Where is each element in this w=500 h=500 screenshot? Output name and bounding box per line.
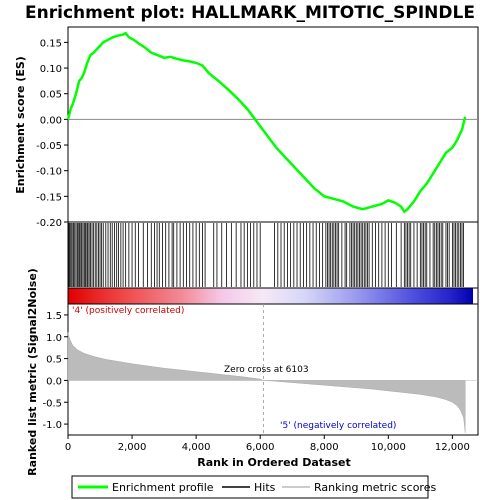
es-y-tick-label: 0.00 — [40, 115, 62, 126]
legend-hits-label: Hits — [254, 481, 276, 494]
es-panel: 0.15 0.10 0.05 0.00 -0.05 -0.10 -0.15 -0.20 Enr… — [14, 26, 479, 229]
es-profile-line — [66, 31, 467, 214]
metric-y-tick-label: 1.5 — [46, 311, 62, 322]
metric-x-tick-label: 8,000 — [310, 442, 339, 453]
metric-y-tick-label: 0.0 — [46, 376, 62, 387]
rank-colorbar — [67, 287, 479, 305]
metric-x-tick-label: 10,000 — [371, 442, 406, 453]
es-y-tick-label: 0.05 — [40, 90, 62, 101]
metric-x-tick-label: 4,000 — [182, 442, 211, 453]
es-y-tick-label: -0.15 — [36, 192, 62, 203]
metric-panel: 1.5 1.0 0.5 0.0 -0.5 -1.0 0 2,000 4,000 6,000 8,0… — [26, 268, 479, 476]
es-y-tick-label: 0.10 — [40, 64, 62, 75]
es-plot-frame — [67, 26, 479, 223]
metric-y-tick-label: 0.5 — [46, 355, 62, 366]
metric-y-label: Ranked list metric (Signal2Noise) — [26, 268, 39, 476]
metric-y-tick-label: -1.0 — [42, 420, 62, 431]
positive-correlation-label: '4' (positively correlated) — [72, 306, 184, 316]
hits-panel — [67, 221, 479, 289]
metric-x-tick-label: 2,000 — [118, 442, 147, 453]
metric-y-tick-label: -0.5 — [42, 398, 62, 409]
es-y-tick-label: -0.20 — [36, 218, 62, 229]
negative-correlation-label: '5' (negatively correlated) — [280, 421, 396, 431]
metric-x-tick-label: 0 — [65, 442, 71, 453]
legend: Enrichment profile Hits Ranking metric s… — [71, 475, 436, 499]
metric-x-label: Rank in Ordered Dataset — [197, 456, 351, 469]
es-y-tick-label: -0.05 — [36, 141, 62, 152]
metric-x-tick-label: 6,000 — [246, 442, 275, 453]
chart-title: Enrichment plot: HALLMARK_MITOTIC_SPINDL… — [25, 3, 475, 23]
es-y-label: Enrichment score (ES) — [14, 56, 27, 194]
es-y-tick-label: -0.10 — [36, 167, 62, 178]
es-y-tick-label: 0.15 — [40, 38, 62, 49]
legend-enrichment-label: Enrichment profile — [112, 481, 214, 494]
hits-frame — [67, 221, 479, 289]
metric-y-tick-label: 1.0 — [46, 333, 62, 344]
metric-x-tick-label: 12,000 — [435, 442, 470, 453]
colorbar-gradient — [68, 288, 473, 304]
zero-cross-label: Zero cross at 6103 — [224, 365, 309, 375]
legend-ranking-label: Ranking metric scores — [314, 481, 436, 494]
